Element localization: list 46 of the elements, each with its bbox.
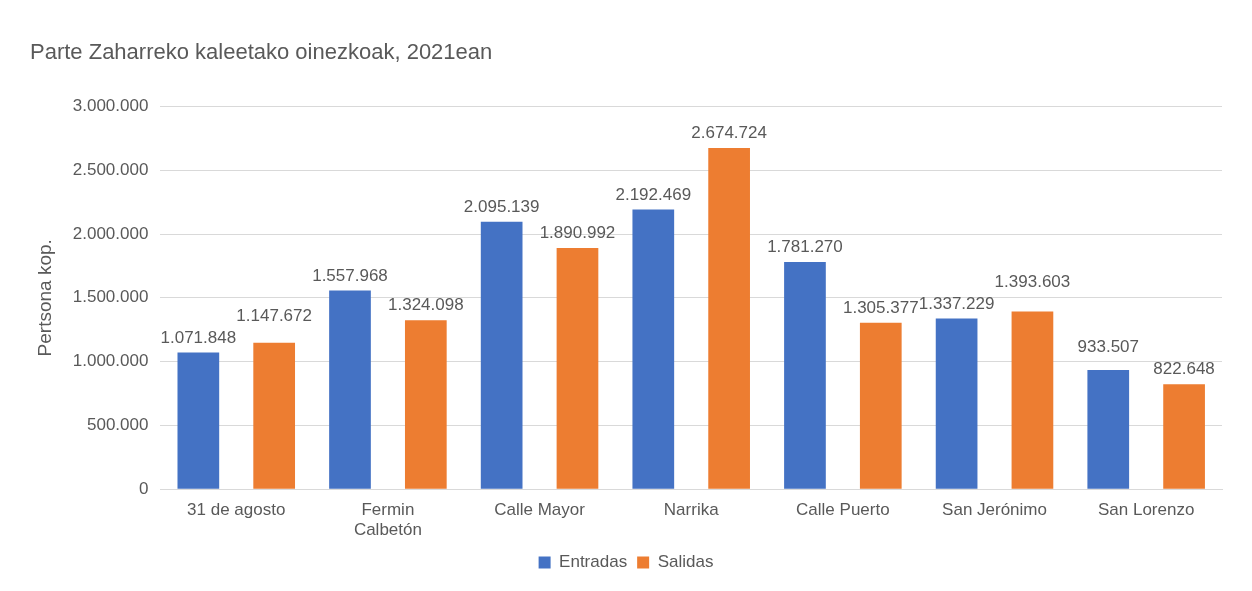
y-tick-label: 500.000 bbox=[86, 415, 149, 435]
data-label: 1.781.270 bbox=[767, 237, 843, 257]
bar bbox=[1011, 311, 1054, 489]
bar bbox=[859, 322, 902, 489]
bar bbox=[253, 342, 296, 489]
y-tick-label: 0 bbox=[138, 478, 149, 498]
data-label: 1.337.229 bbox=[918, 293, 995, 313]
bar bbox=[632, 209, 675, 489]
y-tick-label: 2.500.000 bbox=[72, 159, 149, 179]
bar bbox=[177, 352, 220, 489]
data-label: 822.648 bbox=[1153, 359, 1215, 379]
bar bbox=[708, 147, 750, 489]
data-label: 2.192.469 bbox=[615, 184, 692, 204]
data-label: 1.557.968 bbox=[312, 265, 388, 285]
bar bbox=[556, 247, 599, 489]
bar bbox=[480, 221, 523, 489]
bar bbox=[935, 318, 978, 489]
legend-label: Entradas bbox=[559, 552, 628, 572]
x-tick-label: Calle Mayor bbox=[494, 500, 586, 520]
y-tick-label: 1.500.000 bbox=[72, 287, 149, 307]
x-tick-label: Narrika bbox=[663, 500, 720, 520]
data-label: 1.147.672 bbox=[236, 305, 312, 325]
data-label: 1.393.603 bbox=[994, 271, 1071, 291]
x-tick-label: San Jerónimo bbox=[942, 500, 1047, 520]
bar bbox=[329, 290, 371, 489]
x-tick-label: San Lorenzo bbox=[1097, 500, 1195, 520]
data-label: 1.071.848 bbox=[160, 327, 237, 347]
bar bbox=[1163, 384, 1205, 489]
data-label: 2.095.139 bbox=[463, 197, 540, 217]
x-tick-label: 31 de agosto bbox=[187, 500, 286, 520]
data-label: 2.674.724 bbox=[691, 123, 767, 143]
data-label: 1.890.992 bbox=[539, 223, 616, 243]
chart-title: Parte Zaharreko kaleetako oinezkoak, 2021ean bbox=[30, 39, 493, 65]
data-label: 933.507 bbox=[1077, 337, 1139, 357]
legend-label: Salidas bbox=[657, 552, 714, 572]
y-tick-label: 3.000.000 bbox=[72, 96, 149, 116]
x-tick-label: Fermin Calbetón bbox=[353, 500, 422, 540]
bar bbox=[1087, 370, 1130, 489]
bar bbox=[404, 320, 447, 489]
x-tick-label: Calle Puerto bbox=[796, 500, 890, 520]
bar bbox=[784, 261, 826, 489]
y-tick-label: 2.000.000 bbox=[72, 223, 149, 243]
y-tick-label: 1.000.000 bbox=[72, 351, 149, 371]
data-label: 1.305.377 bbox=[842, 297, 919, 317]
data-label: 1.324.098 bbox=[388, 295, 464, 315]
y-axis-title: Pertsona kop. bbox=[33, 239, 55, 357]
